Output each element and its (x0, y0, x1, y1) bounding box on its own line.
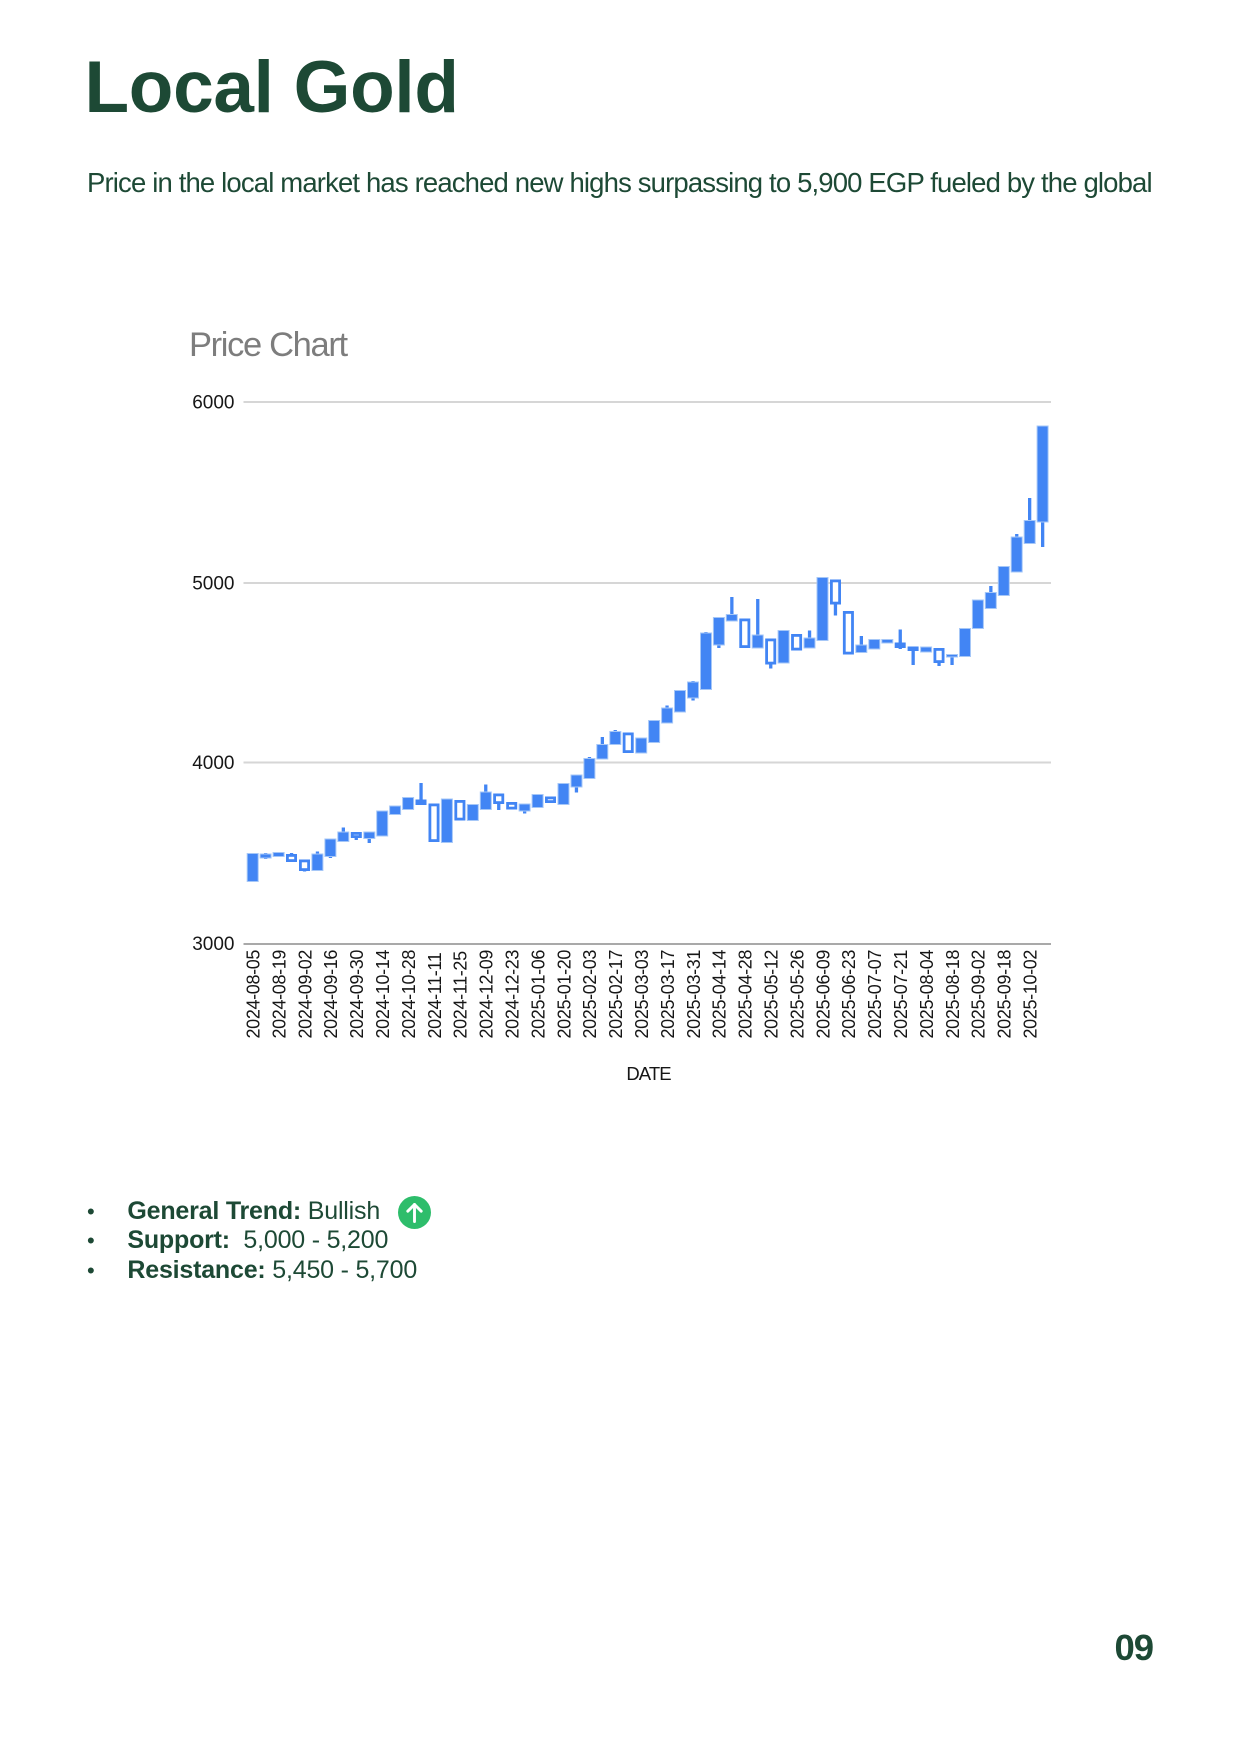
svg-text:2025-03-31: 2025-03-31 (684, 950, 704, 1039)
svg-text:2024-12-23: 2024-12-23 (503, 950, 523, 1039)
svg-text:2024-12-09: 2024-12-09 (477, 950, 497, 1039)
svg-text:2025-01-06: 2025-01-06 (528, 950, 548, 1039)
svg-text:2024-08-19: 2024-08-19 (269, 950, 289, 1039)
svg-text:2025-07-07: 2025-07-07 (865, 950, 885, 1039)
svg-text:2025-08-18: 2025-08-18 (943, 950, 963, 1039)
svg-text:2025-07-21: 2025-07-21 (891, 950, 911, 1039)
svg-text:2024-11-11: 2024-11-11 (425, 952, 445, 1038)
svg-text:2025-10-02: 2025-10-02 (1021, 950, 1041, 1039)
svg-text:2025-06-09: 2025-06-09 (813, 950, 833, 1039)
svg-text:2025-02-03: 2025-02-03 (580, 950, 600, 1039)
svg-text:2025-03-03: 2025-03-03 (632, 950, 652, 1039)
svg-text:2025-03-17: 2025-03-17 (658, 950, 678, 1039)
svg-text:2024-11-25: 2024-11-25 (451, 951, 471, 1039)
svg-text:2025-05-12: 2025-05-12 (762, 950, 782, 1039)
svg-text:DATE: DATE (626, 1063, 671, 1084)
svg-text:2025-08-04: 2025-08-04 (917, 950, 937, 1039)
svg-text:2025-06-23: 2025-06-23 (839, 950, 859, 1039)
svg-text:2024-08-05: 2024-08-05 (244, 950, 264, 1039)
svg-text:2025-01-20: 2025-01-20 (554, 950, 574, 1039)
svg-text:2024-10-28: 2024-10-28 (399, 950, 419, 1039)
svg-text:4000: 4000 (192, 753, 234, 774)
svg-text:2024-09-02: 2024-09-02 (295, 950, 315, 1039)
svg-text:2025-05-26: 2025-05-26 (787, 950, 807, 1039)
svg-text:2025-04-14: 2025-04-14 (710, 950, 730, 1039)
svg-text:5000: 5000 (192, 574, 234, 595)
svg-text:3000: 3000 (192, 934, 234, 955)
svg-text:2025-09-18: 2025-09-18 (995, 950, 1015, 1039)
svg-text:2025-02-17: 2025-02-17 (606, 950, 626, 1039)
svg-text:2024-10-14: 2024-10-14 (373, 950, 393, 1039)
svg-text:2024-09-30: 2024-09-30 (347, 950, 367, 1039)
svg-text:2025-09-02: 2025-09-02 (969, 950, 989, 1039)
svg-text:2024-09-16: 2024-09-16 (321, 950, 341, 1039)
svg-text:2025-04-28: 2025-04-28 (736, 950, 756, 1039)
svg-text:6000: 6000 (192, 393, 234, 414)
